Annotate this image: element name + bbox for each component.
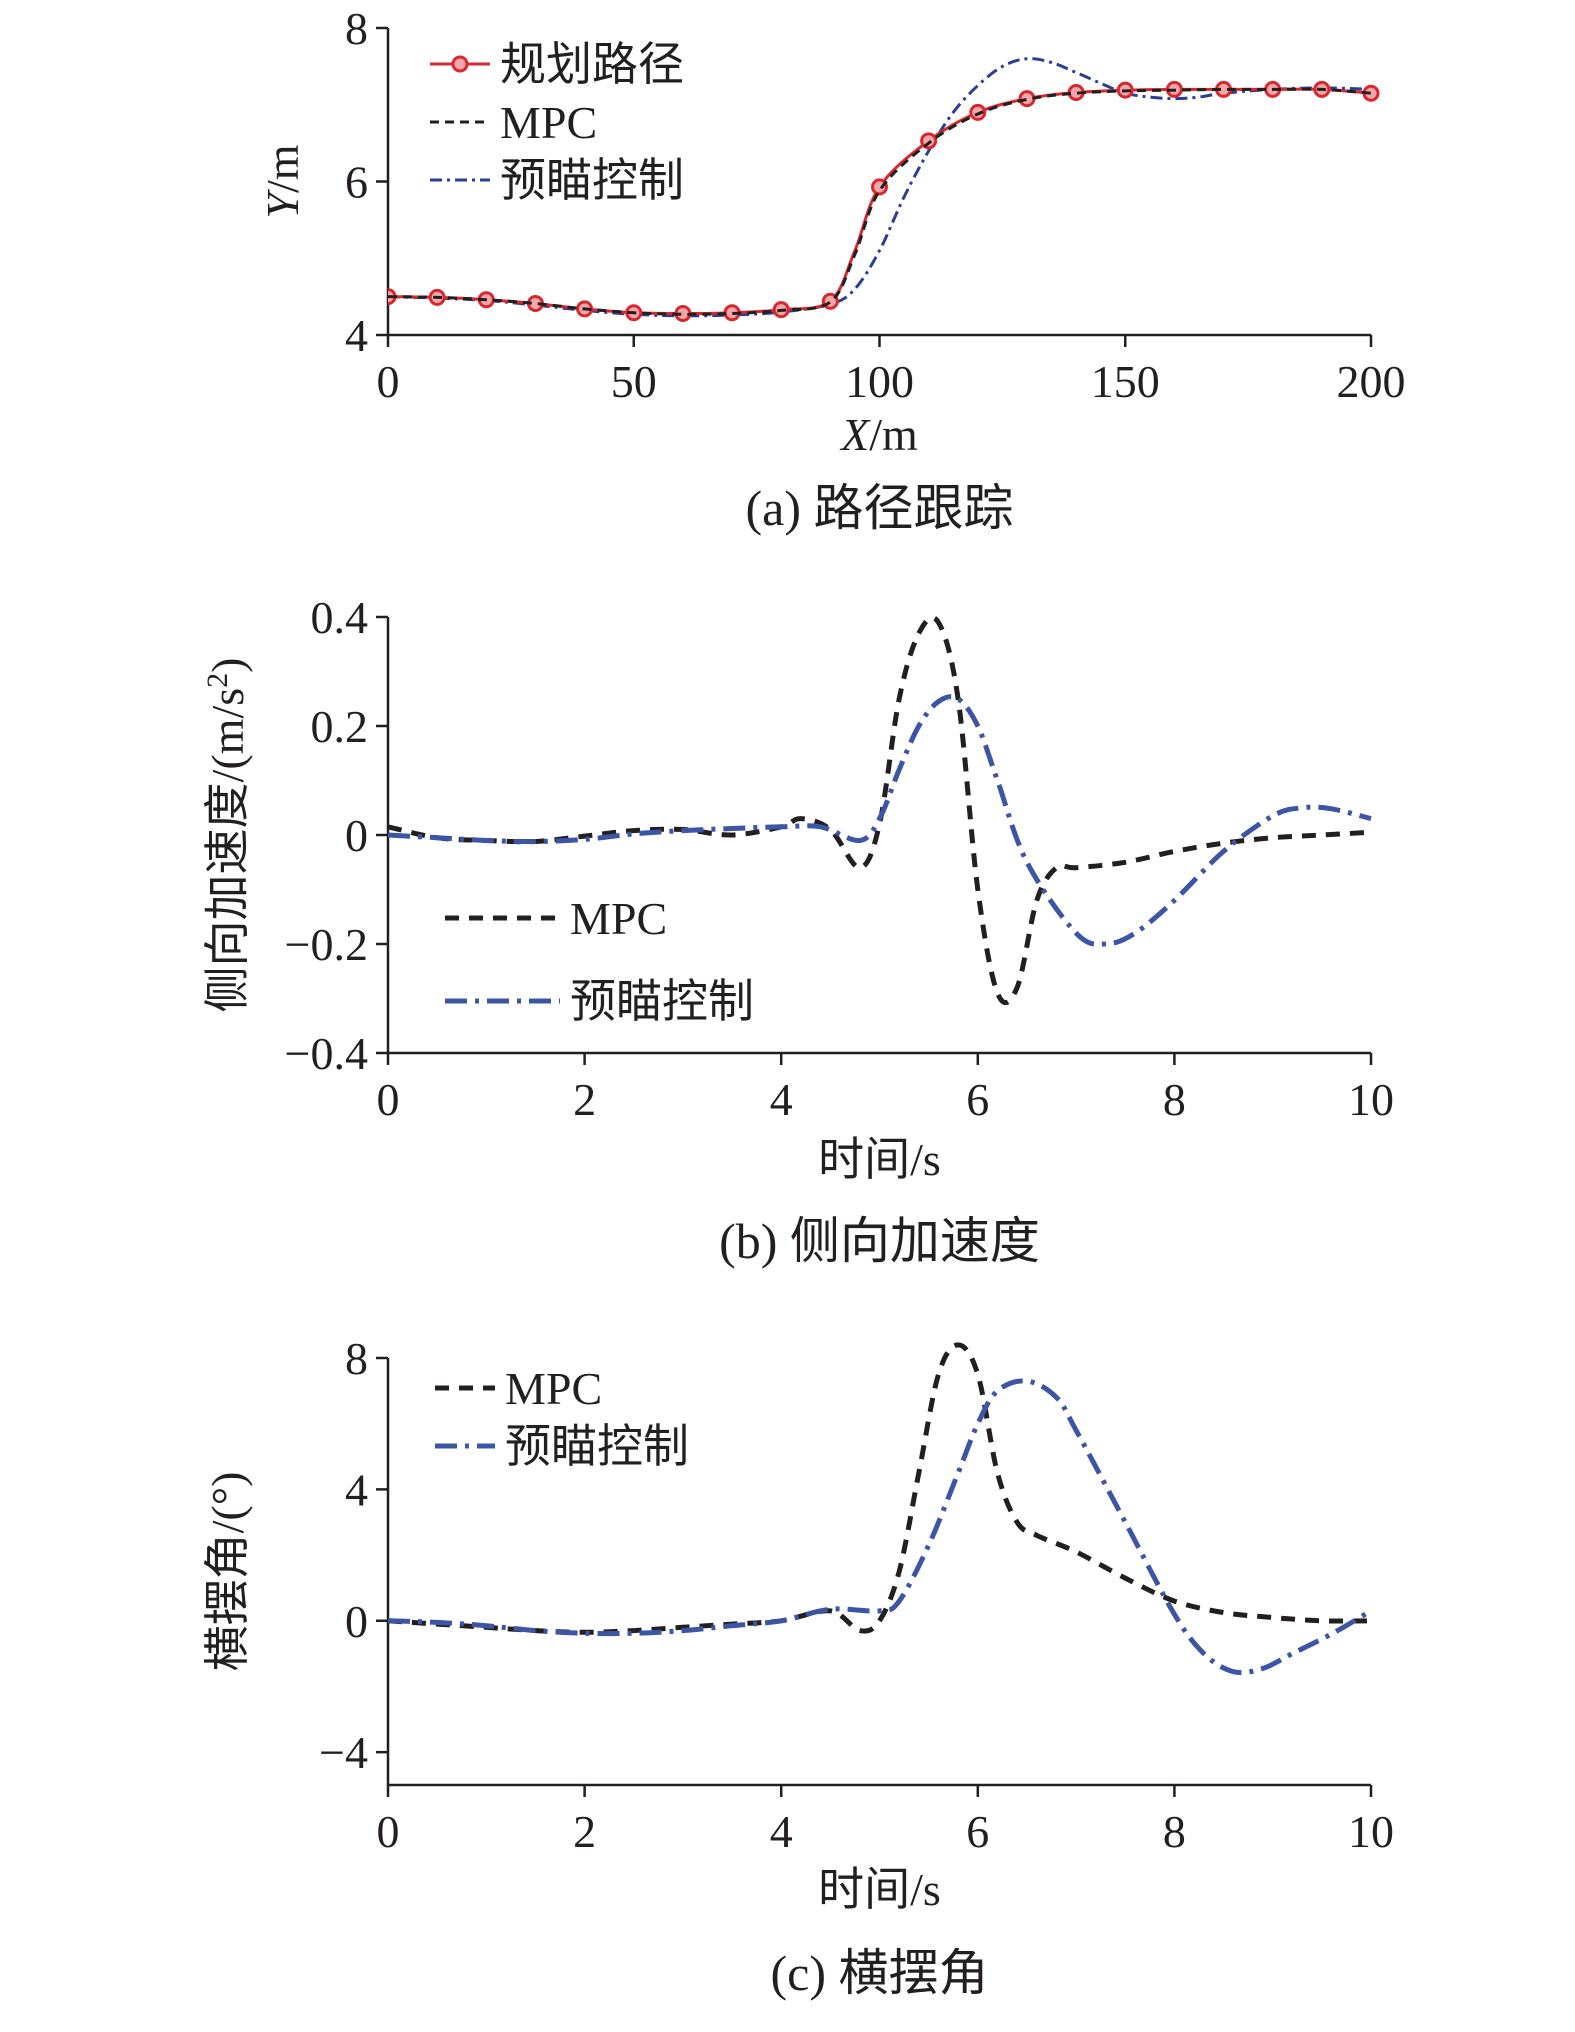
- x-tick-label: 0: [377, 1074, 400, 1125]
- x-tick-label: 8: [1163, 1806, 1186, 1857]
- legend-label: MPC: [505, 1363, 602, 1414]
- y-tick-label: 0.2: [311, 701, 369, 752]
- series-marker: [1018, 90, 1036, 108]
- x-tick-label: 6: [966, 1074, 989, 1125]
- panel-b-lateral-acceleration: 0 2 4 6 8 10 −0.4 −0.2 0 0.2 0.4 时间/s 侧向加速度/(m/s2) (b…: [201, 592, 1395, 1269]
- y-tick-label: 8: [345, 1333, 368, 1384]
- x-axis-label: X/m: [839, 409, 918, 460]
- panel-caption: (a) 路径跟踪: [746, 480, 1014, 536]
- y-tick-label: 4: [345, 1464, 368, 1515]
- legend-marker: [451, 55, 469, 73]
- y-tick-label: 0: [345, 810, 368, 861]
- x-tick-label: 0: [377, 1806, 400, 1857]
- panel-caption: (c) 横摆角: [771, 1945, 989, 2001]
- series-line-1: [388, 615, 1372, 1006]
- legend-label: 预瞄控制: [505, 1421, 689, 1472]
- legend-label: 预瞄控制: [500, 155, 684, 206]
- series-line-2: [388, 1378, 1373, 1676]
- panel-a-path-tracking: 0 50 100 150 200 4 6 8 X/m Y/m (a) 路径跟踪 规划路径 MPC 预瞄控制: [257, 3, 1406, 536]
- plot-area: [388, 57, 1380, 323]
- x-tick-label: 6: [966, 1806, 989, 1857]
- y-axis-label: 侧向加速度/(m/s2): [201, 658, 254, 1013]
- x-tick-label: 0: [377, 356, 400, 407]
- x-tick-label: 10: [1348, 1806, 1394, 1857]
- series-line-3: [388, 57, 1372, 318]
- x-tick-label: 150: [1091, 356, 1160, 407]
- x-axis-label: 时间/s: [818, 1864, 941, 1915]
- legend-label: MPC: [500, 97, 597, 148]
- y-tick-label: 6: [345, 157, 368, 208]
- x-tick-label: 10: [1348, 1074, 1394, 1125]
- x-tick-label: 8: [1163, 1074, 1186, 1125]
- legend-label: 预瞄控制: [570, 976, 754, 1027]
- y-tick-label: 0: [345, 1596, 368, 1647]
- y-tick-label: 4: [345, 310, 368, 361]
- x-tick-label: 2: [573, 1074, 596, 1125]
- y-axis-label: 横摆角/(°): [202, 1472, 253, 1672]
- series-line-2: [388, 694, 1372, 947]
- x-tick-label: 2: [573, 1806, 596, 1857]
- y-tick-label: −4: [319, 1727, 368, 1778]
- x-tick-label: 100: [845, 356, 914, 407]
- plot-area: [388, 1342, 1373, 1676]
- x-tick-label: 4: [770, 1074, 793, 1125]
- legend-label: 规划路径: [500, 39, 684, 90]
- y-tick-label: −0.4: [285, 1028, 368, 1079]
- y-axis-label: Y/m: [257, 144, 308, 218]
- y-tick-label: 0.4: [311, 592, 369, 643]
- x-tick-label: 200: [1337, 356, 1406, 407]
- x-tick-label: 50: [611, 356, 657, 407]
- y-tick-label: −0.2: [285, 919, 368, 970]
- legend-label: MPC: [570, 893, 667, 944]
- x-axis-label: 时间/s: [818, 1134, 941, 1185]
- plot-area: [388, 615, 1372, 1006]
- x-tick-label: 4: [770, 1806, 793, 1857]
- panel-caption: (b) 侧向加速度: [719, 1213, 1040, 1269]
- y-tick-label: 8: [345, 3, 368, 54]
